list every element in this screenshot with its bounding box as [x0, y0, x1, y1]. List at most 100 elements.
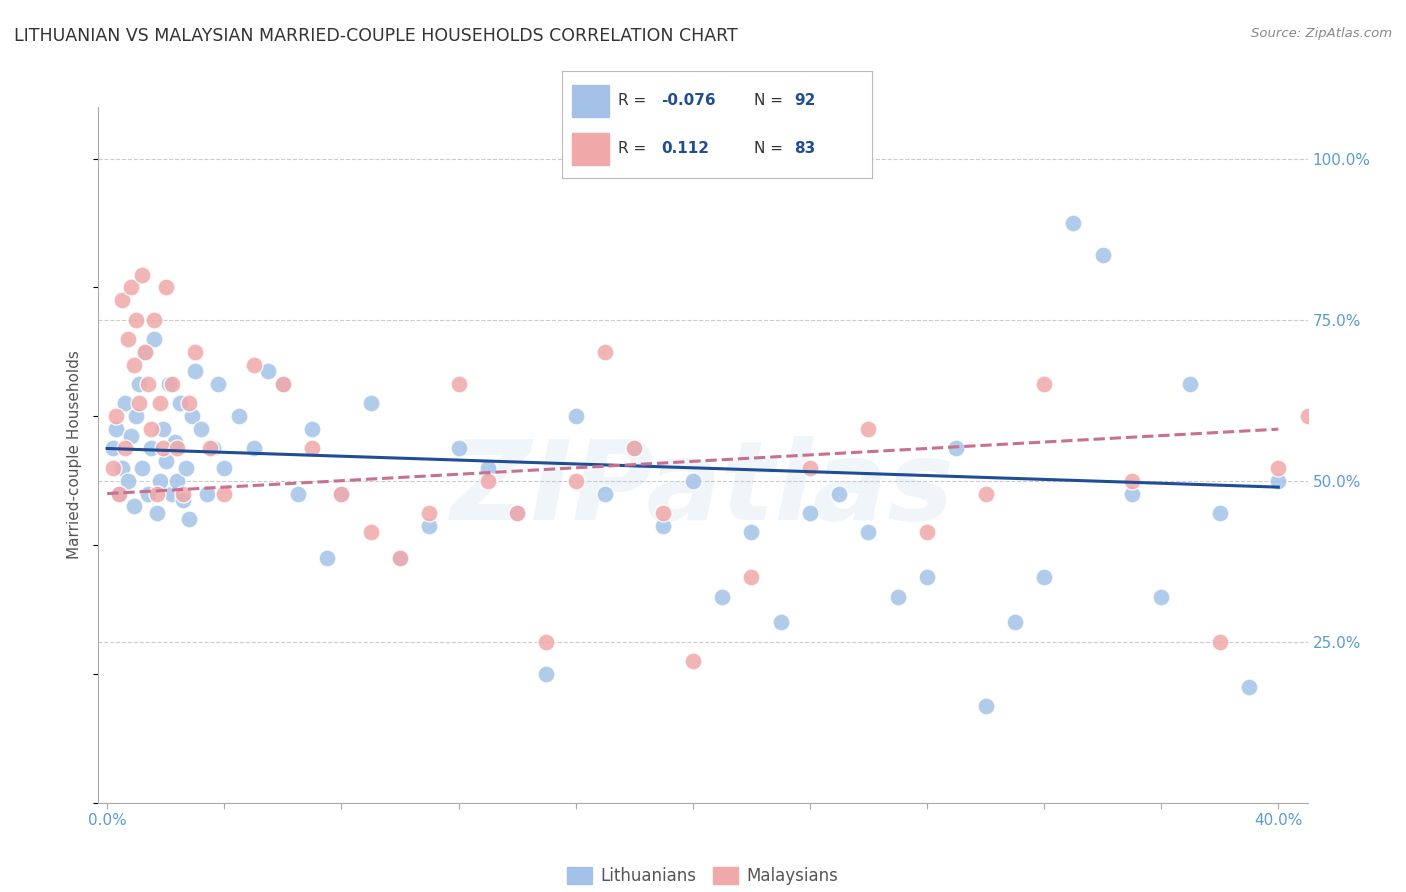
Point — [228, 409, 250, 424]
Point — [125, 312, 148, 326]
Point — [146, 486, 169, 500]
Point — [1004, 615, 1026, 630]
Point — [418, 518, 440, 533]
Point — [506, 506, 529, 520]
Point — [652, 506, 675, 520]
Point — [301, 442, 323, 456]
Text: ZIPatlas: ZIPatlas — [451, 436, 955, 543]
Bar — [572, 85, 609, 117]
Point — [134, 344, 156, 359]
Point — [207, 377, 229, 392]
Point — [536, 667, 558, 681]
Point — [477, 474, 499, 488]
Point — [242, 442, 264, 456]
Point — [122, 500, 145, 514]
Point — [101, 442, 124, 456]
Point — [149, 396, 172, 410]
Text: 0.112: 0.112 — [661, 142, 710, 156]
Point — [506, 506, 529, 520]
Point — [858, 525, 880, 540]
Text: N =: N = — [754, 94, 787, 108]
Point — [682, 654, 704, 668]
Legend: Lithuanians, Malaysians: Lithuanians, Malaysians — [568, 867, 838, 885]
Point — [1180, 377, 1202, 392]
Point — [271, 377, 294, 392]
Point — [143, 332, 166, 346]
Point — [799, 460, 821, 475]
Point — [157, 377, 180, 392]
Text: R =: R = — [619, 94, 651, 108]
Point — [120, 280, 142, 294]
Point — [143, 312, 166, 326]
Point — [915, 525, 938, 540]
Y-axis label: Married-couple Households: Married-couple Households — [67, 351, 83, 559]
Point — [166, 474, 188, 488]
Point — [155, 280, 177, 294]
Point — [315, 551, 337, 566]
Point — [136, 377, 159, 392]
Point — [1267, 474, 1289, 488]
Point — [536, 634, 558, 648]
Text: N =: N = — [754, 142, 787, 156]
Point — [974, 486, 997, 500]
Point — [799, 506, 821, 520]
Point — [181, 409, 204, 424]
Text: LITHUANIAN VS MALAYSIAN MARRIED-COUPLE HOUSEHOLDS CORRELATION CHART: LITHUANIAN VS MALAYSIAN MARRIED-COUPLE H… — [14, 27, 738, 45]
Point — [447, 442, 470, 456]
Point — [740, 570, 762, 584]
Point — [330, 486, 353, 500]
Point — [114, 442, 136, 456]
Point — [136, 486, 159, 500]
Point — [1062, 216, 1084, 230]
Point — [360, 525, 382, 540]
Point — [108, 486, 131, 500]
Point — [134, 344, 156, 359]
Point — [593, 486, 616, 500]
Point — [190, 422, 212, 436]
Point — [114, 396, 136, 410]
Point — [139, 422, 162, 436]
Point — [1209, 506, 1232, 520]
Point — [1150, 590, 1173, 604]
Text: 92: 92 — [794, 94, 815, 108]
Point — [117, 474, 139, 488]
Point — [242, 358, 264, 372]
Point — [1326, 525, 1348, 540]
Point — [360, 396, 382, 410]
Point — [1355, 486, 1378, 500]
Point — [152, 422, 174, 436]
Point — [257, 364, 280, 378]
Point — [915, 570, 938, 584]
Point — [1091, 248, 1114, 262]
Point — [201, 442, 224, 456]
Point — [111, 460, 134, 475]
Point — [179, 396, 201, 410]
Text: -0.076: -0.076 — [661, 94, 716, 108]
Point — [169, 396, 191, 410]
Point — [886, 590, 908, 604]
Point — [172, 493, 194, 508]
Point — [195, 486, 218, 500]
Point — [125, 409, 148, 424]
Point — [160, 377, 183, 392]
Point — [564, 474, 586, 488]
Point — [128, 377, 150, 392]
Point — [682, 474, 704, 488]
Point — [122, 358, 145, 372]
Point — [214, 486, 236, 500]
Point — [652, 518, 675, 533]
Point — [1296, 409, 1319, 424]
Point — [152, 442, 174, 456]
Point — [149, 474, 172, 488]
Point — [108, 486, 131, 500]
Point — [740, 525, 762, 540]
Point — [1237, 680, 1260, 694]
Point — [301, 422, 323, 436]
Point — [184, 364, 207, 378]
Point — [146, 506, 169, 520]
Point — [388, 551, 411, 566]
Point — [974, 699, 997, 714]
Point — [128, 396, 150, 410]
Point — [214, 460, 236, 475]
Point — [858, 422, 880, 436]
